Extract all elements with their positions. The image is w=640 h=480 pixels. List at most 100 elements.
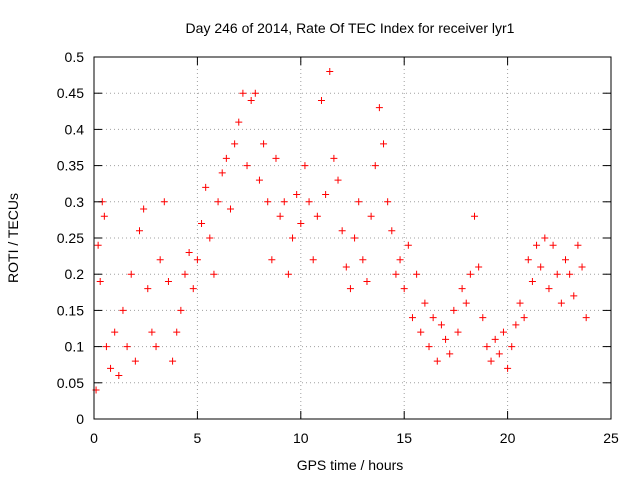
data-point [280,198,288,206]
data-point [413,270,421,278]
data-point [375,104,383,112]
y-tick-label: 0.1 [65,339,85,355]
data-point [140,205,148,213]
data-point [524,256,532,264]
data-point [351,234,359,242]
data-point [156,256,164,264]
data-point [421,299,429,307]
data-point [570,292,578,300]
data-point [322,191,330,199]
data-point [264,198,272,206]
data-point [442,335,450,343]
x-tick-label: 5 [194,430,202,446]
data-point [446,350,454,358]
data-point [284,270,292,278]
data-point [326,67,334,75]
data-point [297,220,305,228]
data-point [226,205,234,213]
data-point [574,241,582,249]
data-point [206,234,214,242]
data-point [425,343,433,351]
data-point [214,198,222,206]
data-point [127,270,135,278]
data-point [504,364,512,372]
data-point [115,372,123,380]
y-tick-label: 0.35 [57,158,84,174]
data-point [164,277,172,285]
data-point [169,357,177,365]
data-point [458,285,466,293]
data-point [512,321,520,329]
y-tick-label: 0.5 [65,49,85,65]
data-point [495,350,503,358]
data-point [301,162,309,170]
data-point [317,96,325,104]
data-point [193,256,201,264]
data-point [359,256,367,264]
x-axis-title: GPS time / hours [297,457,404,473]
y-tick-label: 0.2 [65,266,85,282]
data-point [400,285,408,293]
data-point [218,169,226,177]
y-tick-label: 0 [76,411,84,427]
data-point [520,314,528,322]
data-point [160,198,168,206]
data-point [276,212,284,220]
data-point [255,176,263,184]
data-point [342,263,350,271]
data-point [235,118,243,126]
data-point [100,212,108,220]
data-point [289,234,297,242]
data-point [247,96,255,104]
y-tick-label: 0.15 [57,302,84,318]
x-tick-label: 25 [603,430,619,446]
data-point [466,270,474,278]
data-point [119,306,127,314]
data-point [396,256,404,264]
data-point [417,328,425,336]
y-tick-label: 0.45 [57,85,84,101]
data-point [528,277,536,285]
data-point [429,314,437,322]
data-point [107,364,115,372]
series-group [92,67,590,394]
data-point [181,270,189,278]
data-point [94,241,102,249]
data-point [131,357,139,365]
data-point [202,183,210,191]
data-point [499,328,507,336]
data-point [268,256,276,264]
data-point [537,263,545,271]
data-point [566,270,574,278]
data-point [516,299,524,307]
data-point [260,140,268,148]
data-point [541,234,549,242]
data-point [144,285,152,293]
data-point [433,357,441,365]
data-point [334,176,342,184]
data-point [231,140,239,148]
data-point [562,256,570,264]
data-point [309,256,317,264]
data-layer [92,67,590,394]
y-tick-label: 0.4 [65,121,85,137]
y-tick-label: 0.05 [57,375,84,391]
data-point [210,270,218,278]
data-point [384,198,392,206]
data-point [582,314,590,322]
data-point [177,306,185,314]
data-point [111,328,119,336]
data-point [578,263,586,271]
data-point [305,198,313,206]
data-point [404,241,412,249]
data-point [355,198,363,206]
tick-layer: 0 0.05 0.1 0.15 0.2 0.25 0.3 0.35 0.4 0.45 0.5 0 5 10… [57,49,619,446]
data-point [450,306,458,314]
data-point [408,314,416,322]
data-point [363,277,371,285]
data-point [479,314,487,322]
data-point [475,263,483,271]
x-tick-label: 0 [90,430,98,446]
data-point [346,285,354,293]
